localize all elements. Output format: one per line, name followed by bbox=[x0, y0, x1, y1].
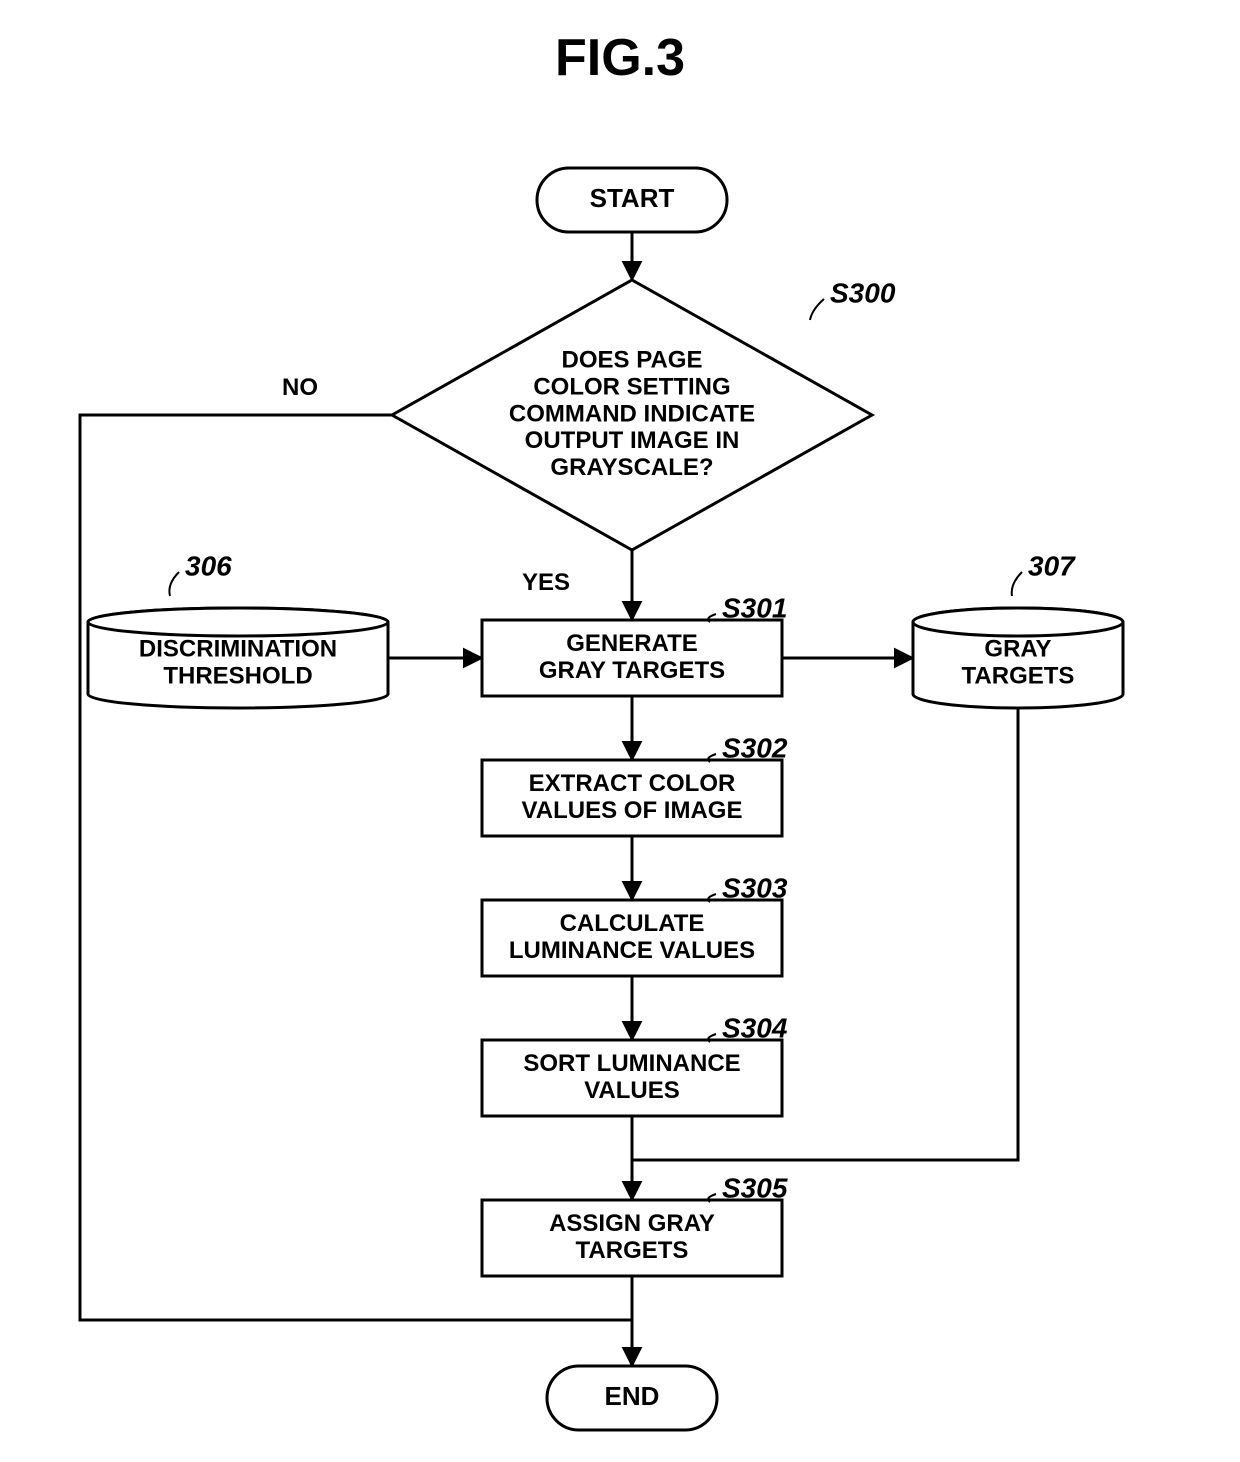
node-d307-top bbox=[913, 608, 1123, 636]
svg-text:LUMINANCE VALUES: LUMINANCE VALUES bbox=[509, 937, 755, 964]
svg-text:COLOR SETTING: COLOR SETTING bbox=[533, 373, 730, 400]
node-d306-top bbox=[88, 608, 388, 636]
svg-text:DOES PAGE: DOES PAGE bbox=[562, 347, 703, 374]
svg-text:VALUES: VALUES bbox=[584, 1077, 680, 1104]
svg-text:TARGETS: TARGETS bbox=[962, 662, 1075, 689]
svg-text:SORT LUMINANCE: SORT LUMINANCE bbox=[523, 1050, 740, 1077]
step-label-s303: S303 bbox=[722, 872, 788, 903]
svg-text:TARGETS: TARGETS bbox=[576, 1237, 689, 1264]
svg-text:ASSIGN GRAY: ASSIGN GRAY bbox=[549, 1210, 715, 1237]
step-label-d306: 306 bbox=[185, 550, 232, 581]
step-label-s302: S302 bbox=[722, 732, 788, 763]
svg-text:CALCULATE: CALCULATE bbox=[560, 910, 705, 937]
svg-text:EXTRACT COLOR: EXTRACT COLOR bbox=[529, 770, 736, 797]
svg-text:GRAY: GRAY bbox=[984, 636, 1051, 663]
svg-text:VALUES OF IMAGE: VALUES OF IMAGE bbox=[522, 797, 743, 824]
edge-label-s300-yes: YES bbox=[522, 569, 570, 596]
svg-text:GRAYSCALE?: GRAYSCALE? bbox=[550, 454, 713, 481]
step-label-s301: S301 bbox=[722, 592, 787, 623]
svg-text:START: START bbox=[590, 183, 675, 213]
svg-text:GRAY TARGETS: GRAY TARGETS bbox=[539, 657, 725, 684]
figure-title: FIG.3 bbox=[555, 29, 685, 87]
step-label-s305: S305 bbox=[722, 1172, 788, 1203]
step-label-d307: 307 bbox=[1028, 550, 1076, 581]
svg-text:OUTPUT IMAGE IN: OUTPUT IMAGE IN bbox=[525, 427, 740, 454]
svg-text:THRESHOLD: THRESHOLD bbox=[163, 662, 312, 689]
edge-label-s300-no: NO bbox=[282, 374, 318, 401]
leader-d306 bbox=[169, 572, 179, 596]
svg-text:END: END bbox=[605, 1381, 660, 1411]
svg-text:COMMAND INDICATE: COMMAND INDICATE bbox=[509, 400, 755, 427]
svg-text:GENERATE: GENERATE bbox=[566, 630, 698, 657]
leader-s300 bbox=[810, 299, 824, 320]
step-label-s300: S300 bbox=[830, 277, 896, 308]
edge-s300-no bbox=[80, 415, 632, 1320]
leader-d307 bbox=[1012, 572, 1022, 596]
step-label-s304: S304 bbox=[722, 1012, 788, 1043]
svg-text:DISCRIMINATION: DISCRIMINATION bbox=[139, 636, 337, 663]
